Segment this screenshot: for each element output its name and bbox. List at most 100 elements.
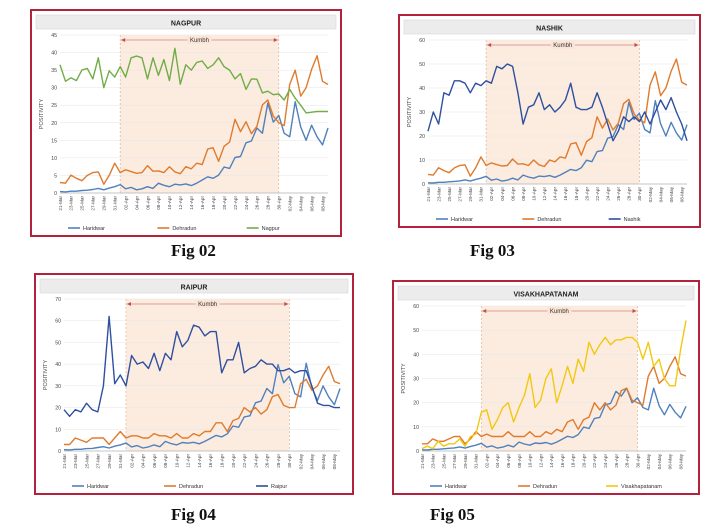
title-bar [397,285,695,301]
x-tick-label: 30-Apr [637,187,642,201]
x-tick-label: 06-May [668,453,673,469]
chart-raipur: RAIPUR 0 10 20 30 40 50 60 70 POSITIVITY 21-Mar 23-… [34,273,354,495]
x-tick-label: 20-Apr [222,196,227,210]
x-tick-label: 08-Apr [156,196,161,210]
kumbh-label-bg [547,307,572,315]
series-line-visakhapatanam [421,320,687,450]
y-tick-label: 10 [419,158,425,164]
x-tick-label: 16-Apr [560,454,565,468]
x-tick-label: 02-May [648,186,653,202]
y-tick-label: 60 [55,319,61,325]
x-tick-label: 28-Apr [266,196,271,210]
kumbh-shaded-region [125,299,290,451]
x-tick-label: 28-Apr [625,454,630,468]
legend-label-haridwar: Haridwar [451,217,473,223]
x-tick-label: 18-Apr [220,454,225,468]
x-tick-label: 25-Mar [84,454,89,469]
x-tick-label: 18-Apr [571,454,576,468]
x-tick-label: 02-May [298,453,303,469]
y-tick-label: 20 [55,406,61,412]
x-tick-label: 08-Apr [517,454,522,468]
y-tick-label: 0 [54,191,57,197]
y-tick-label: 15 [51,138,57,144]
x-tick-label: 16-Apr [563,187,568,201]
figure-caption-fig03: Fig 03 [470,241,515,260]
kumbh-arrow-right-head [632,309,637,313]
kumbh-arrow-left-head [487,43,492,47]
legend-label-dehradun: Dehradun [172,226,196,232]
y-tick-label: 20 [419,134,425,140]
chart-title: NASHIK [536,26,563,33]
x-tick-label: 24-Apr [253,454,258,468]
x-tick-label: 02-Apr [129,454,134,468]
x-tick-label: 04-Apr [134,196,139,210]
x-tick-label: 23-Mar [431,454,436,469]
chart-svg-raipur: RAIPUR 0 10 20 30 40 50 60 70 POSITIVITY 21-Mar 23-… [34,273,354,495]
x-tick-label: 04-May [657,453,662,469]
legend-label-nashik: Nashik [624,217,641,223]
x-tick-label: 14-Apr [549,454,554,468]
x-tick-label: 29-Mar [102,196,107,211]
legend-label-dehradun: Dehradun [533,484,557,490]
figure-caption-fig02: Fig 02 [171,241,216,260]
y-tick-label: 50 [419,62,425,68]
title-bar [39,278,349,294]
y-axis-label: POSITIVITY [407,97,413,128]
kumbh-arrow-left-head [126,302,131,306]
x-tick-label: 31-Mar [112,196,117,211]
y-tick-label: 10 [55,427,61,433]
legend-label-raipur: Raipur [271,484,287,490]
x-tick-label: 08-May [678,453,683,469]
x-tick-label: 20-Apr [584,187,589,201]
x-tick-label: 28-Apr [627,187,632,201]
x-tick-label: 06-May [309,195,314,211]
x-tick-label: 02-Apr [484,454,489,468]
legend-label-dehradun: Dehradun [179,484,203,490]
x-tick-label: 22-Apr [242,454,247,468]
y-tick-label: 35 [51,68,57,74]
kumbh-label-bg [550,41,575,49]
y-tick-label: 25 [51,103,57,109]
x-tick-label: 25-Mar [447,187,452,202]
title-bar [35,14,337,30]
y-tick-label: 10 [413,425,419,431]
figure-caption-fig04: Fig 04 [171,505,216,524]
legend-label-haridwar: Haridwar [445,484,467,490]
figure-caption-fig05: Fig 05 [430,505,475,524]
x-tick-label: 10-Apr [167,196,172,210]
y-tick-label: 5 [54,173,57,179]
kumbh-arrow-right-head [634,43,639,47]
kumbh-arrow-right-head [284,302,289,306]
x-tick-label: 16-Apr [208,454,213,468]
x-tick-label: 23-Mar [73,454,78,469]
y-tick-label: 30 [419,110,425,116]
title-bar [403,19,696,35]
x-tick-label: 10-Apr [528,454,533,468]
y-tick-label: 0 [422,182,425,188]
x-tick-label: 06-Apr [506,454,511,468]
chart-title: NAGPUR [171,21,201,28]
x-tick-label: 02-May [646,453,651,469]
x-tick-label: 26-Apr [614,454,619,468]
x-tick-label: 23-Mar [69,196,74,211]
x-tick-label: 08-May [320,195,325,211]
kumbh-arrow-right-head [273,38,278,42]
y-tick-label: 40 [51,51,57,57]
x-tick-label: 24-Apr [244,196,249,210]
x-tick-label: 14-Apr [197,454,202,468]
legend-label-visakhapatanam: Visakhapatanam [621,484,662,490]
chart-nagpur: NAGPUR 0 5 10 15 20 25 30 35 40 45 POSITIVITY 21-Mar… [30,9,342,237]
x-tick-label: 20-Apr [581,454,586,468]
x-tick-label: 31-Mar [118,454,123,469]
y-tick-label: 60 [413,304,419,310]
series-line-dehradun [422,356,687,445]
series-line-haridwar [427,99,688,184]
kumbh-arrow-left-head [121,38,126,42]
kumbh-label-bg [187,36,212,44]
x-tick-label: 04-May [310,453,315,469]
y-tick-label: 40 [419,86,425,92]
y-tick-label: 70 [55,297,61,303]
x-tick-label: 30-Apr [635,454,640,468]
x-tick-label: 27-Mar [91,196,96,211]
y-tick-label: 50 [413,328,419,334]
